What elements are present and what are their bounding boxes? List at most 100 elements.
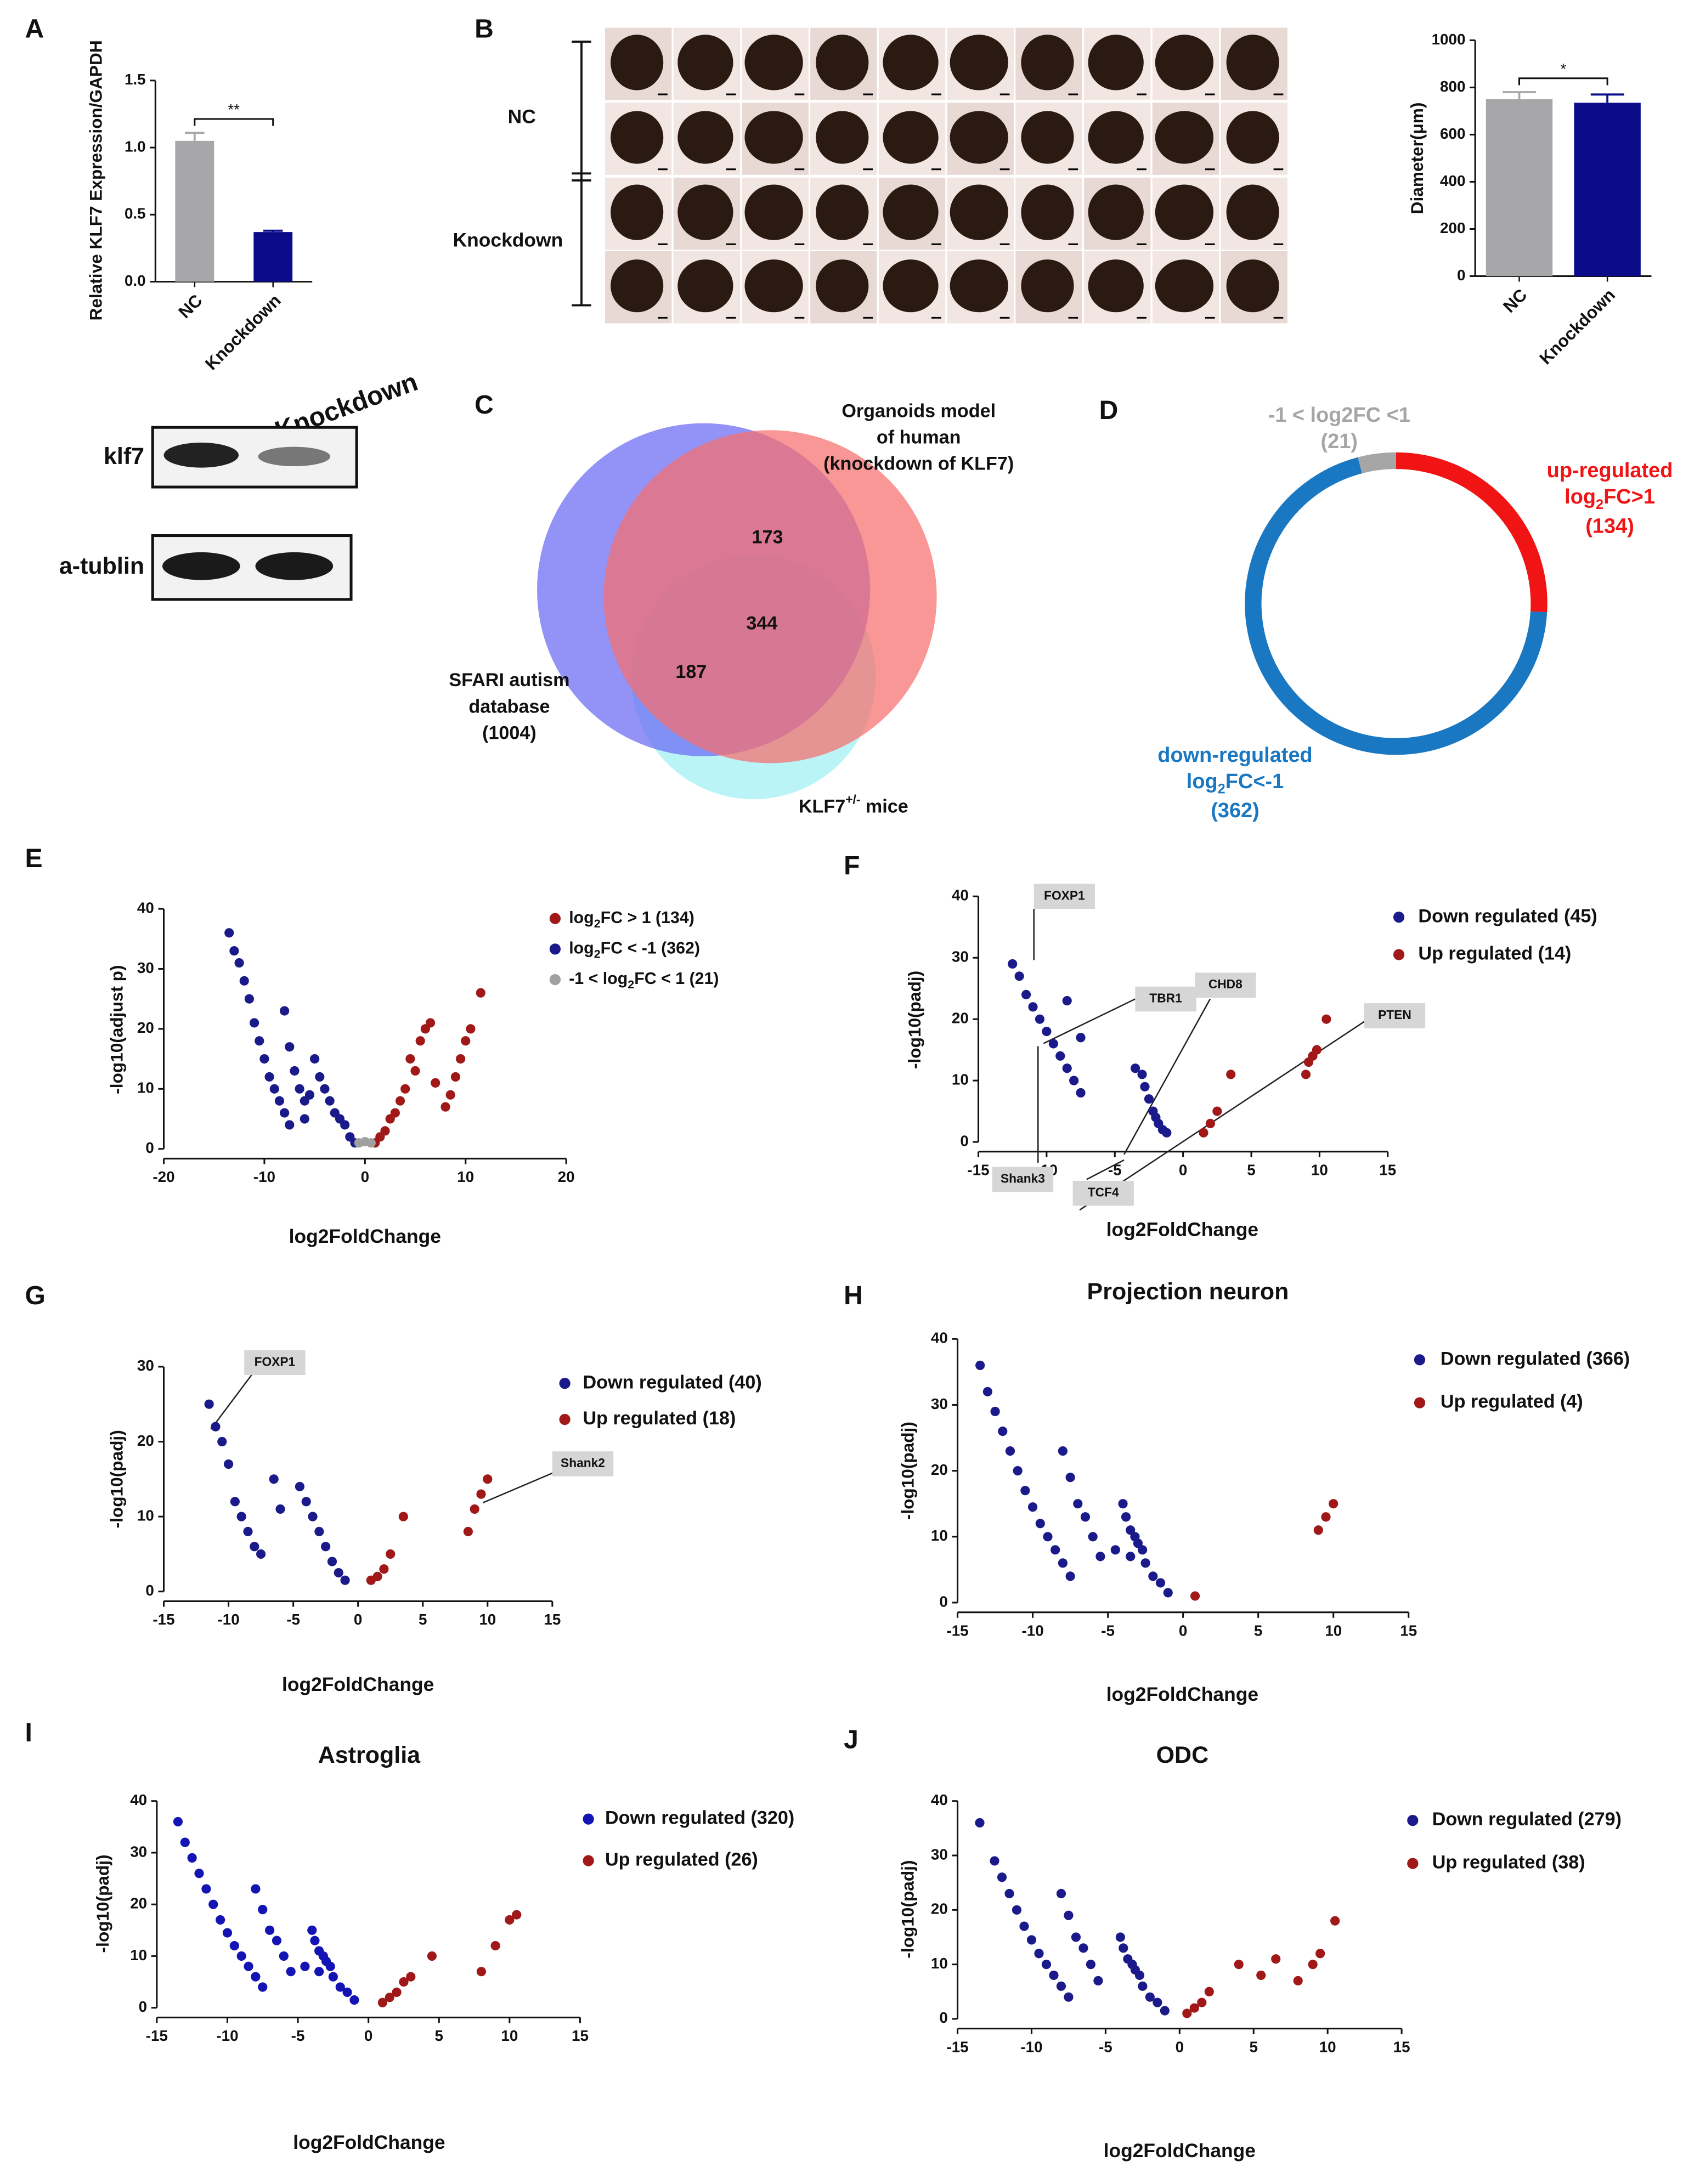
annotation: Shank3 (1001, 1171, 1045, 1185)
point (455, 1054, 466, 1064)
donut-segment (1245, 457, 1547, 755)
legend-marker (549, 943, 561, 955)
organoid (1155, 184, 1214, 240)
y-tick-label: 1.0 (125, 138, 146, 155)
point (1205, 1118, 1216, 1129)
organoid (883, 184, 939, 240)
region-count: 344 (746, 613, 777, 633)
annotation-line (1086, 1159, 1125, 1180)
set-label-part: mice (860, 796, 908, 817)
point (308, 1512, 318, 1521)
blot-row-label: a-tublin (59, 553, 144, 579)
legend-marker (1393, 949, 1405, 960)
x-tick-label: -10 (217, 1611, 239, 1628)
point (1212, 1106, 1222, 1116)
point (1163, 1588, 1173, 1598)
point (208, 1899, 218, 1909)
point (440, 1102, 450, 1112)
point (1065, 1571, 1075, 1581)
point (310, 1936, 320, 1945)
point (1021, 989, 1031, 1000)
point (1027, 1502, 1038, 1512)
organoid (883, 111, 939, 164)
point (342, 1987, 352, 1997)
bar (175, 140, 214, 282)
x-tick-label: Knockdown (201, 290, 285, 374)
annotation-box (1033, 884, 1095, 909)
y-tick-label: 20 (137, 1432, 154, 1449)
point (1058, 1558, 1068, 1568)
x-tick-label: 15 (1379, 1162, 1396, 1179)
y-tick-label: 30 (931, 1846, 948, 1863)
point (300, 1114, 309, 1124)
y-tick-label: 1000 (1432, 31, 1466, 48)
x-tick-label: -15 (146, 2027, 168, 2044)
annotation: TBR1 (1149, 991, 1182, 1005)
bar (1486, 99, 1553, 276)
blot-row-label: klf7 (104, 443, 144, 469)
point (216, 1915, 225, 1925)
point (1189, 2003, 1199, 2013)
legend-label-part: FC < 1 (21) (634, 970, 719, 988)
significance-bracket (194, 118, 274, 126)
set-label: (knockdown of KLF7) (823, 454, 1014, 474)
legend-marker (559, 1413, 571, 1425)
point (300, 1961, 310, 1971)
x-tick-label: 0 (361, 1168, 369, 1185)
y-tick-label: 0 (145, 1139, 154, 1156)
error-bar (1590, 93, 1624, 103)
point (321, 1542, 331, 1552)
legend-marker (549, 974, 561, 986)
point (274, 1096, 285, 1106)
point (229, 1940, 239, 1951)
point (1073, 1499, 1083, 1509)
point (264, 1072, 274, 1082)
x-tick-label: NC (1499, 285, 1531, 316)
point (1155, 1578, 1166, 1588)
organoid (1155, 259, 1214, 313)
point (251, 1972, 261, 1982)
point (982, 1387, 992, 1397)
point (425, 1018, 436, 1028)
point (427, 1951, 437, 1961)
segment-label-part: FC>1 (1603, 485, 1655, 508)
point (334, 1568, 343, 1578)
set-label: of human (877, 427, 961, 448)
legend-label-part: -1 < log (569, 970, 628, 988)
annotation-line (210, 1373, 253, 1430)
point (998, 1426, 1008, 1436)
point (398, 1512, 408, 1521)
x-tick-label: -5 (286, 1611, 300, 1628)
x-tick-label: 5 (435, 2027, 443, 2044)
point (1069, 1076, 1079, 1085)
segment-label: up-regulated (1547, 459, 1673, 482)
significance: * (1560, 60, 1566, 77)
y-tick-label: 30 (137, 1357, 154, 1374)
organoid (1021, 111, 1074, 164)
y-tick-label: 10 (952, 1071, 969, 1088)
point (340, 1575, 350, 1585)
band (255, 552, 334, 580)
point (512, 1910, 522, 1920)
point (385, 1993, 394, 2002)
legend-label: -1 < log2FC < 1 (21) (569, 970, 719, 991)
point (392, 1987, 402, 1997)
x-tick-label: Knockdown (1535, 285, 1619, 368)
point (349, 1995, 359, 2005)
point (259, 1054, 269, 1064)
y-tick-label: 30 (952, 948, 969, 965)
y-axis-label: Relative KLF7 Expression/GAPDH (86, 40, 105, 320)
point (1148, 1571, 1158, 1581)
x-tick-label: 5 (1254, 1622, 1262, 1639)
point (1140, 1558, 1150, 1568)
x-tick-label: -5 (291, 2027, 305, 2044)
point (410, 1066, 420, 1076)
point (1008, 959, 1018, 969)
point (386, 1549, 396, 1559)
y-tick-label: 10 (137, 1507, 154, 1524)
x-tick-label: 0 (354, 1611, 362, 1628)
point (1086, 1960, 1096, 1970)
set-label: (1004) (482, 722, 536, 743)
organoid (744, 111, 803, 164)
chart-title: ODC (1156, 1742, 1209, 1768)
